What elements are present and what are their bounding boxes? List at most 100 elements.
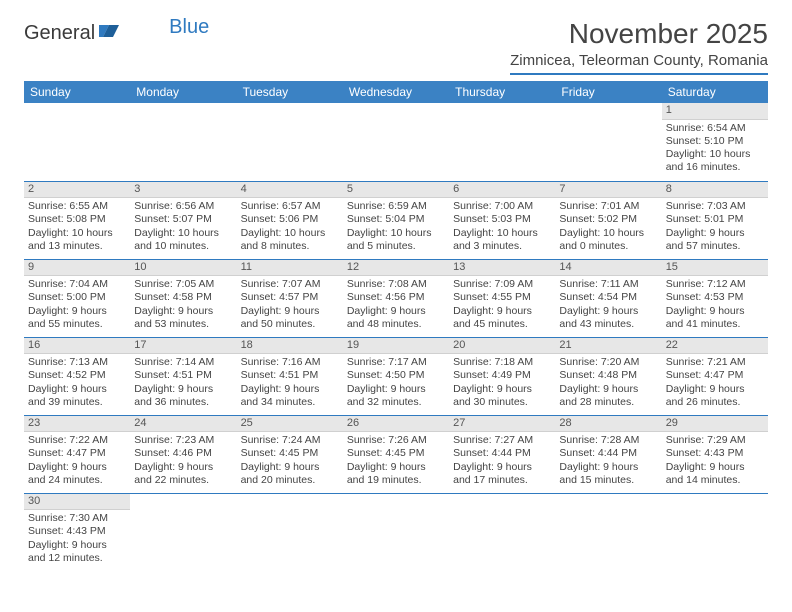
sunset-text: Sunset: 4:51 PM — [134, 369, 232, 382]
logo-flag-icon — [99, 22, 121, 45]
day-body: Sunrise: 7:01 AMSunset: 5:02 PMDaylight:… — [555, 198, 661, 257]
sunrise-text: Sunrise: 7:21 AM — [666, 356, 764, 369]
calendar-cell — [343, 103, 449, 181]
sunset-text: Sunset: 4:45 PM — [241, 447, 339, 460]
calendar-cell: 14Sunrise: 7:11 AMSunset: 4:54 PMDayligh… — [555, 259, 661, 337]
sunrise-text: Sunrise: 7:20 AM — [559, 356, 657, 369]
calendar-cell: 9Sunrise: 7:04 AMSunset: 5:00 PMDaylight… — [24, 259, 130, 337]
weekday-header: Tuesday — [237, 81, 343, 103]
sunrise-text: Sunrise: 6:54 AM — [666, 122, 764, 135]
sunrise-text: Sunrise: 7:14 AM — [134, 356, 232, 369]
sunrise-text: Sunrise: 7:30 AM — [28, 512, 126, 525]
calendar-week-row: 9Sunrise: 7:04 AMSunset: 5:00 PMDaylight… — [24, 259, 768, 337]
calendar-cell: 1Sunrise: 6:54 AMSunset: 5:10 PMDaylight… — [662, 103, 768, 181]
day-number: 4 — [237, 182, 343, 199]
day-body: Sunrise: 7:23 AMSunset: 4:46 PMDaylight:… — [130, 432, 236, 491]
day-body: Sunrise: 7:05 AMSunset: 4:58 PMDaylight:… — [130, 276, 236, 335]
calendar-cell: 25Sunrise: 7:24 AMSunset: 4:45 PMDayligh… — [237, 415, 343, 493]
daylight-text: Daylight: 9 hours and 28 minutes. — [559, 383, 657, 409]
day-body: Sunrise: 7:14 AMSunset: 4:51 PMDaylight:… — [130, 354, 236, 413]
sunrise-text: Sunrise: 6:59 AM — [347, 200, 445, 213]
day-number: 30 — [24, 494, 130, 511]
sunset-text: Sunset: 4:55 PM — [453, 291, 551, 304]
sunset-text: Sunset: 4:51 PM — [241, 369, 339, 382]
sunset-text: Sunset: 5:00 PM — [28, 291, 126, 304]
calendar-cell: 19Sunrise: 7:17 AMSunset: 4:50 PMDayligh… — [343, 337, 449, 415]
day-body: Sunrise: 7:17 AMSunset: 4:50 PMDaylight:… — [343, 354, 449, 413]
sunset-text: Sunset: 4:48 PM — [559, 369, 657, 382]
calendar-cell: 29Sunrise: 7:29 AMSunset: 4:43 PMDayligh… — [662, 415, 768, 493]
day-number: 18 — [237, 338, 343, 355]
daylight-text: Daylight: 9 hours and 41 minutes. — [666, 305, 764, 331]
daylight-text: Daylight: 9 hours and 24 minutes. — [28, 461, 126, 487]
daylight-text: Daylight: 10 hours and 13 minutes. — [28, 227, 126, 253]
sunset-text: Sunset: 5:06 PM — [241, 213, 339, 226]
sunrise-text: Sunrise: 7:18 AM — [453, 356, 551, 369]
calendar-cell: 7Sunrise: 7:01 AMSunset: 5:02 PMDaylight… — [555, 181, 661, 259]
sunset-text: Sunset: 4:47 PM — [28, 447, 126, 460]
calendar-cell — [343, 493, 449, 571]
sunrise-text: Sunrise: 7:22 AM — [28, 434, 126, 447]
calendar-cell: 24Sunrise: 7:23 AMSunset: 4:46 PMDayligh… — [130, 415, 236, 493]
calendar-cell: 6Sunrise: 7:00 AMSunset: 5:03 PMDaylight… — [449, 181, 555, 259]
daylight-text: Daylight: 9 hours and 45 minutes. — [453, 305, 551, 331]
daylight-text: Daylight: 9 hours and 14 minutes. — [666, 461, 764, 487]
sunrise-text: Sunrise: 7:03 AM — [666, 200, 764, 213]
weekday-header: Thursday — [449, 81, 555, 103]
sunrise-text: Sunrise: 7:11 AM — [559, 278, 657, 291]
calendar-cell: 3Sunrise: 6:56 AMSunset: 5:07 PMDaylight… — [130, 181, 236, 259]
logo: General Blue — [24, 18, 209, 45]
sunrise-text: Sunrise: 7:05 AM — [134, 278, 232, 291]
daylight-text: Daylight: 10 hours and 16 minutes. — [666, 148, 764, 174]
daylight-text: Daylight: 10 hours and 3 minutes. — [453, 227, 551, 253]
sunrise-text: Sunrise: 7:17 AM — [347, 356, 445, 369]
day-number: 24 — [130, 416, 236, 433]
header: General Blue November 2025 Zimnicea, Tel… — [24, 18, 768, 75]
day-number: 15 — [662, 260, 768, 277]
calendar-cell: 8Sunrise: 7:03 AMSunset: 5:01 PMDaylight… — [662, 181, 768, 259]
day-number: 28 — [555, 416, 661, 433]
day-number: 25 — [237, 416, 343, 433]
logo-text-1: General — [24, 22, 95, 45]
day-number: 9 — [24, 260, 130, 277]
day-body: Sunrise: 7:07 AMSunset: 4:57 PMDaylight:… — [237, 276, 343, 335]
daylight-text: Daylight: 9 hours and 36 minutes. — [134, 383, 232, 409]
day-number: 22 — [662, 338, 768, 355]
calendar-cell: 18Sunrise: 7:16 AMSunset: 4:51 PMDayligh… — [237, 337, 343, 415]
daylight-text: Daylight: 9 hours and 43 minutes. — [559, 305, 657, 331]
day-body: Sunrise: 7:12 AMSunset: 4:53 PMDaylight:… — [662, 276, 768, 335]
weekday-header: Monday — [130, 81, 236, 103]
sunset-text: Sunset: 4:54 PM — [559, 291, 657, 304]
day-number: 8 — [662, 182, 768, 199]
daylight-text: Daylight: 9 hours and 12 minutes. — [28, 539, 126, 565]
daylight-text: Daylight: 9 hours and 57 minutes. — [666, 227, 764, 253]
calendar-cell: 22Sunrise: 7:21 AMSunset: 4:47 PMDayligh… — [662, 337, 768, 415]
sunrise-text: Sunrise: 7:26 AM — [347, 434, 445, 447]
logo-text-2: Blue — [169, 16, 209, 39]
calendar-week-row: 30Sunrise: 7:30 AMSunset: 4:43 PMDayligh… — [24, 493, 768, 571]
daylight-text: Daylight: 9 hours and 34 minutes. — [241, 383, 339, 409]
sunrise-text: Sunrise: 7:28 AM — [559, 434, 657, 447]
day-number: 13 — [449, 260, 555, 277]
day-number: 14 — [555, 260, 661, 277]
day-body: Sunrise: 6:57 AMSunset: 5:06 PMDaylight:… — [237, 198, 343, 257]
calendar-cell: 5Sunrise: 6:59 AMSunset: 5:04 PMDaylight… — [343, 181, 449, 259]
sunrise-text: Sunrise: 6:57 AM — [241, 200, 339, 213]
day-body: Sunrise: 7:29 AMSunset: 4:43 PMDaylight:… — [662, 432, 768, 491]
day-number: 20 — [449, 338, 555, 355]
sunset-text: Sunset: 4:49 PM — [453, 369, 551, 382]
calendar-cell — [555, 493, 661, 571]
calendar-cell: 15Sunrise: 7:12 AMSunset: 4:53 PMDayligh… — [662, 259, 768, 337]
sunrise-text: Sunrise: 7:24 AM — [241, 434, 339, 447]
sunset-text: Sunset: 4:53 PM — [666, 291, 764, 304]
sunrise-text: Sunrise: 7:01 AM — [559, 200, 657, 213]
day-body: Sunrise: 6:54 AMSunset: 5:10 PMDaylight:… — [662, 120, 768, 179]
calendar-cell: 4Sunrise: 6:57 AMSunset: 5:06 PMDaylight… — [237, 181, 343, 259]
sunset-text: Sunset: 4:52 PM — [28, 369, 126, 382]
calendar-week-row: 23Sunrise: 7:22 AMSunset: 4:47 PMDayligh… — [24, 415, 768, 493]
sunrise-text: Sunrise: 7:23 AM — [134, 434, 232, 447]
day-number: 27 — [449, 416, 555, 433]
day-number: 16 — [24, 338, 130, 355]
sunset-text: Sunset: 4:58 PM — [134, 291, 232, 304]
day-number: 19 — [343, 338, 449, 355]
